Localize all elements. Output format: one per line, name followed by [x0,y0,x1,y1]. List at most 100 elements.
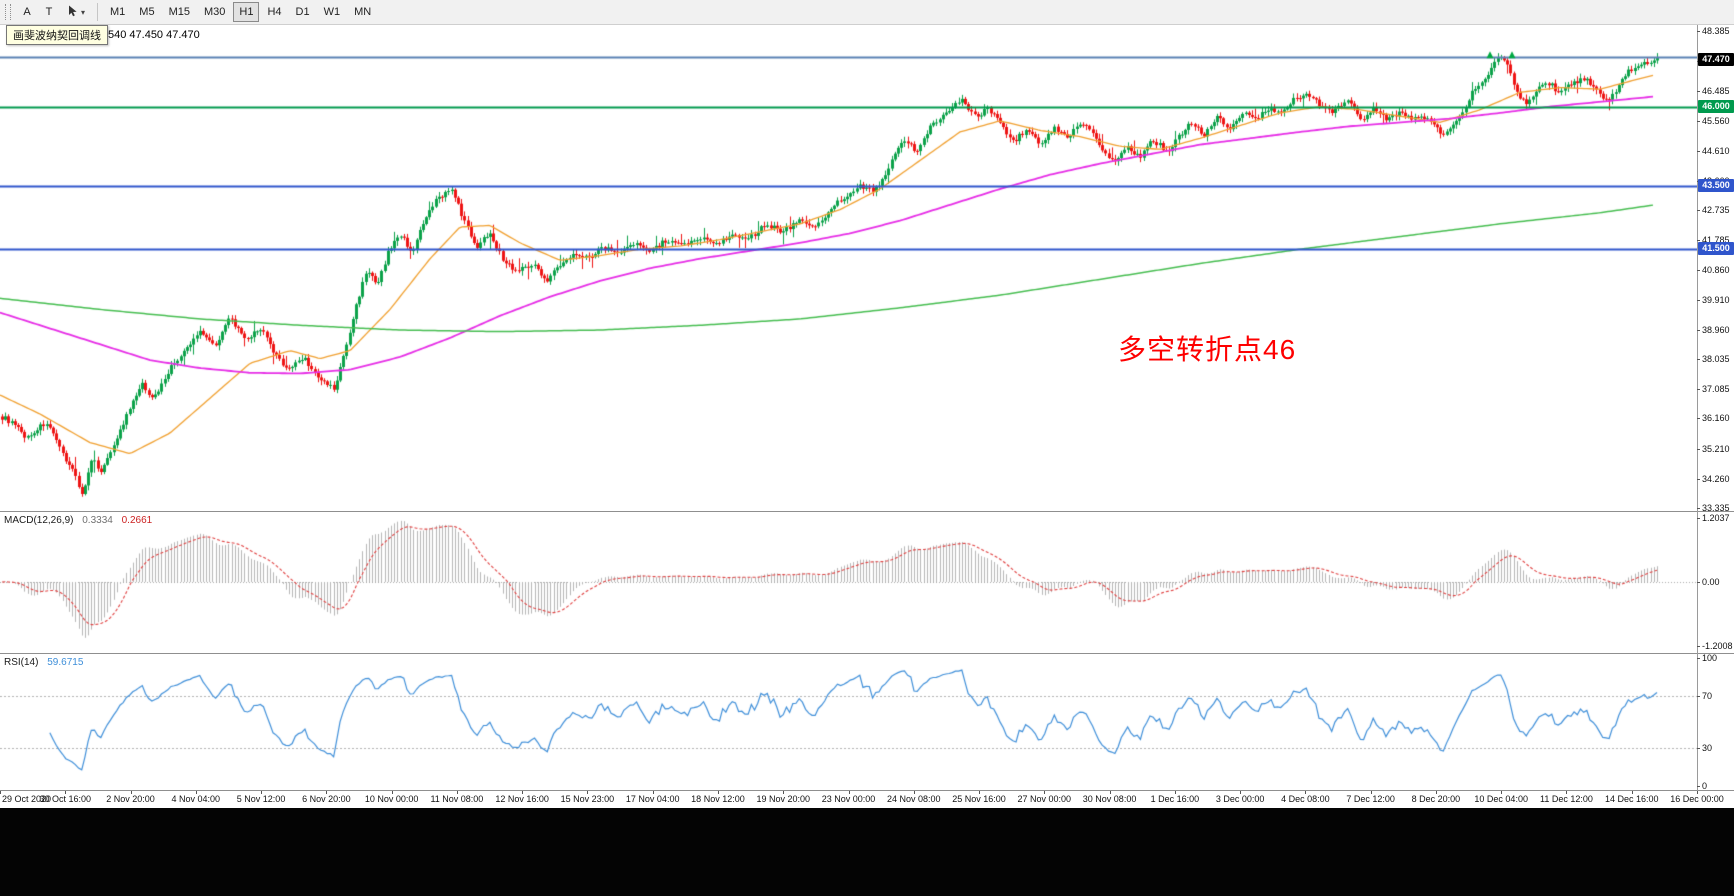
time-axis-label: 7 Dec 12:00 [1346,794,1395,804]
time-axis-label: 30 Nov 08:00 [1082,794,1137,804]
time-axis-label: 25 Nov 16:00 [952,794,1006,804]
time-axis-label: 23 Nov 00:00 [821,794,876,804]
price-axis-label: 42.735 [1702,205,1730,216]
timeframe-button-group: M1 M5 M15 M30 H1 H4 D1 W1 MN [103,2,378,22]
panel-separator[interactable] [0,653,1734,654]
time-axis-label: 4 Nov 04:00 [171,794,221,804]
axis-tick [65,791,67,794]
timeframe-button-m5[interactable]: M5 [139,6,155,18]
axis-tick [1305,791,1307,794]
price-axis-line [1697,25,1698,808]
timeframe-button-m30[interactable]: M30 [203,6,226,18]
axis-tick [522,791,524,794]
axis-tick [717,791,719,794]
macd-axis-label: -1.2008 [1702,640,1733,651]
timeframe-button-m15[interactable]: M15 [168,6,190,18]
price-axis-label: 46.485 [1702,86,1730,97]
axis-tick [195,791,197,794]
time-axis-label: 2 Nov 20:00 [106,794,155,804]
toolbar-button-t[interactable]: T [45,6,53,18]
price-level-badge: 43.500 [1698,178,1734,192]
macd-signal-value: 0.2661 [121,515,153,526]
timeframe-button-h1[interactable]: H1 [233,2,260,22]
axis-tick [1697,91,1700,93]
axis-tick [1697,31,1700,32]
timeframe-button-d1[interactable]: D1 [295,6,310,18]
timeframe-button-w1[interactable]: W1 [323,6,341,18]
axis-tick [783,791,785,794]
axis-tick [1435,791,1437,794]
axis-tick [1697,478,1700,480]
axis-tick [979,791,981,794]
axis-tick [1044,791,1046,794]
price-axis-label: 38.960 [1702,324,1730,335]
panel-separator [0,790,1734,791]
rsi-axis-label: 0 [1702,781,1708,791]
price-axis-label: 44.610 [1702,145,1730,156]
time-axis-label: 12 Nov 16:00 [495,794,549,804]
timeframe-button-mn[interactable]: MN [354,6,372,18]
price-axis-label: 33.335 [1702,503,1730,513]
time-axis-label: 10 Nov 00:00 [364,794,419,804]
toolbar-button-a[interactable]: A [23,6,31,18]
axis-tick [1697,518,1700,519]
axis-tick [1174,791,1176,794]
rsi-canvas[interactable] [0,654,1697,790]
axis-tick [130,791,132,794]
cursor-tool-button[interactable]: ▾ [61,2,91,22]
time-axis-label: 24 Nov 08:00 [886,794,941,804]
rsi-axis-label: 100 [1702,653,1718,663]
macd-canvas[interactable] [0,512,1697,652]
price-axis-label: 38.035 [1702,354,1730,365]
rsi-value: 59.6715 [47,657,84,668]
axis-tick [1697,359,1700,361]
toolbar-drag-handle-icon[interactable] [5,4,11,20]
price-axis-label: 36.160 [1702,413,1730,424]
axis-tick [391,791,393,794]
axis-tick [326,791,328,794]
macd-label: MACD(12,26,9) [4,515,74,526]
axis-tick [1697,645,1700,647]
time-axis-label: 11 Dec 12:00 [1540,794,1593,804]
fibonacci-tooltip: 画斐波纳契回调线 [6,25,108,45]
timeframe-button-h4[interactable]: H4 [267,6,282,18]
time-axis-label: 8 Dec 20:00 [1411,794,1461,804]
axis-tick [0,791,1,794]
timeframe-button-m1[interactable]: M1 [110,6,126,18]
main-chart-canvas[interactable] [0,25,1697,510]
axis-tick [1697,299,1700,301]
macd-axis-label: 0.00 [1702,577,1720,587]
macd-axis-label: 1.2037 [1702,513,1730,523]
time-axis-label: 11 Nov 08:00 [430,794,484,804]
price-axis-label: 40.860 [1702,264,1730,275]
axis-tick [1697,448,1700,450]
time-axis[interactable]: 29 Oct 2020 30 Oct 16:00 2 Nov 20:00 4 Nov … [0,791,1734,808]
rsi-header: RSI(14) 59.6715 [4,657,83,668]
axis-tick [1697,696,1700,698]
panel-separator[interactable] [0,511,1734,512]
time-axis-label: 4 Dec 08:00 [1281,794,1330,804]
axis-tick [652,791,654,794]
axis-tick [1697,329,1700,331]
price-level-badge: 41.500 [1698,242,1734,256]
price-axis-label: 37.085 [1702,384,1730,395]
time-axis-label: 15 Nov 23:00 [560,794,615,804]
axis-tick [1109,791,1111,794]
axis-tick [1370,791,1372,794]
cursor-icon [67,5,78,20]
axis-tick [1697,791,1698,794]
price-axis-label: 48.385 [1702,26,1730,36]
chevron-down-icon: ▾ [81,7,86,17]
axis-tick [1697,508,1700,509]
time-axis-label: 3 Dec 00:00 [1215,794,1265,804]
axis-tick [1697,582,1700,583]
axis-tick [1697,240,1700,242]
current-price-badge: 47.470 [1698,53,1734,66]
time-axis-label: 14 Dec 16:00 [1604,794,1659,804]
axis-tick [587,791,589,794]
price-axis-label: 39.910 [1702,294,1730,305]
price-axis-label: 34.260 [1702,473,1730,484]
time-axis-label: 29 Oct 2020 [2,794,52,804]
rsi-axis-label: 30 [1702,742,1713,753]
